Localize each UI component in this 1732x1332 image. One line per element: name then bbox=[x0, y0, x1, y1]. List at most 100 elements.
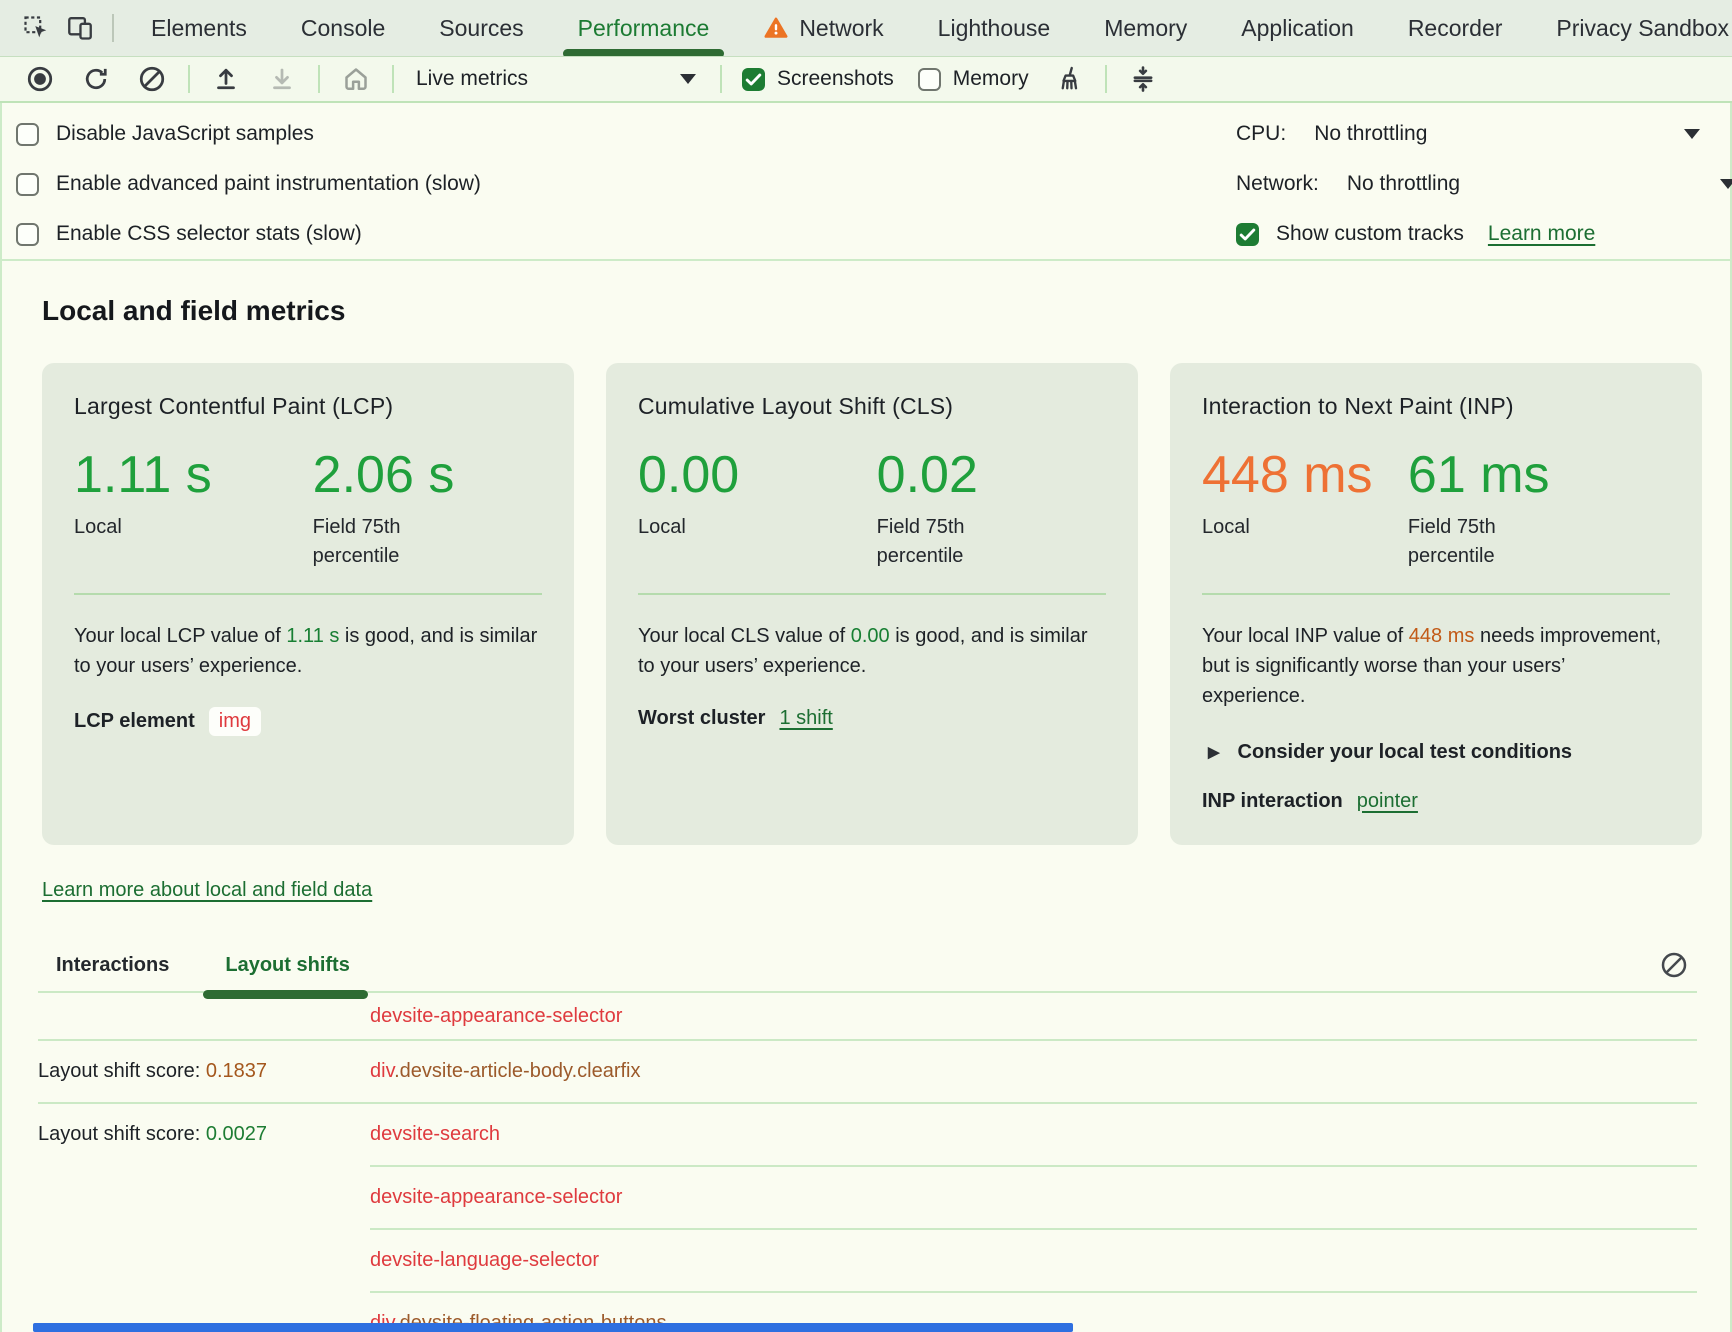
tab-privacy-sandbox[interactable]: Privacy Sandbox bbox=[1556, 14, 1730, 41]
tab-memory[interactable]: Memory bbox=[1104, 14, 1188, 41]
layout-shift-row[interactable]: devsite-language-selector bbox=[38, 1230, 1697, 1291]
inp-interaction-link[interactable]: pointer bbox=[1356, 789, 1418, 812]
clear-log-button[interactable] bbox=[1657, 948, 1691, 982]
worst-cluster-row: Worst cluster 1 shift bbox=[638, 707, 1106, 730]
cls-field-value: 0.02 bbox=[876, 446, 978, 504]
collapse-view-button[interactable] bbox=[1124, 60, 1162, 98]
reload-and-record-button[interactable] bbox=[77, 60, 115, 98]
shift-element-selector[interactable]: devsite-appearance-selector bbox=[370, 1186, 623, 1208]
advanced-paint-instrumentation-checkbox[interactable]: Enable advanced paint instrumentation (s… bbox=[16, 159, 1236, 209]
cls-description: Your local CLS value of 0.00 is good, an… bbox=[638, 624, 1088, 677]
tab-application[interactable]: Application bbox=[1241, 14, 1354, 41]
screenshots-checkbox[interactable]: Screenshots bbox=[742, 67, 894, 91]
worst-cluster-label: Worst cluster bbox=[638, 706, 766, 729]
network-throttling-select[interactable]: Network: No throttling bbox=[1236, 159, 1732, 209]
cls-local-block: 0.00 Local bbox=[638, 448, 877, 571]
tab-console[interactable]: Console bbox=[300, 14, 386, 41]
page-title: Local and field metrics bbox=[42, 295, 346, 326]
inp-field-block: 61 ms Field 75th percentile bbox=[1408, 448, 1670, 571]
css-selector-stats-checkbox[interactable]: Enable CSS selector stats (slow) bbox=[16, 209, 1236, 259]
divider bbox=[2, 259, 1730, 261]
show-custom-tracks-checkbox[interactable]: Show custom tracks bbox=[1236, 222, 1464, 246]
layout-shift-row[interactable]: Layout shift score: 0.1837 div.devsite-a… bbox=[38, 1060, 641, 1082]
circle-slash-icon bbox=[1659, 950, 1689, 980]
inspect-element-button[interactable] bbox=[18, 10, 54, 46]
inp-card-title: Interaction to Next Paint (INP) bbox=[1202, 393, 1514, 419]
broom-icon bbox=[1054, 64, 1084, 94]
learn-more-local-field-link[interactable]: Learn more about local and field data bbox=[42, 879, 373, 901]
layout-shift-row[interactable]: devsite-appearance-selector bbox=[38, 1167, 1697, 1228]
lcp-element-chip[interactable]: img bbox=[208, 706, 262, 736]
memory-checkbox[interactable]: Memory bbox=[917, 67, 1029, 91]
cls-card: Cumulative Layout Shift (CLS) 0.00 Local… bbox=[606, 363, 1138, 845]
divider bbox=[1104, 65, 1107, 93]
inp-description: Your local INP value of 448 ms needs imp… bbox=[1202, 624, 1662, 707]
tab-lighthouse[interactable]: Lighthouse bbox=[937, 14, 1051, 41]
logs-tabbar: Interactions Layout shifts bbox=[38, 952, 1697, 999]
horizontal-scrollbar-thumb[interactable] bbox=[33, 1323, 1073, 1332]
capture-settings-left: Disable JavaScript samples Enable advanc… bbox=[16, 109, 1236, 259]
divider bbox=[112, 14, 114, 42]
upload-arrow-icon bbox=[211, 64, 241, 94]
tab-sources[interactable]: Sources bbox=[439, 14, 524, 41]
lcp-element-label: LCP element bbox=[74, 709, 195, 732]
record-icon bbox=[25, 64, 55, 94]
panel-mode-select[interactable]: Live metrics bbox=[402, 57, 712, 101]
lcp-card-title: Largest Contentful Paint (LCP) bbox=[74, 393, 394, 419]
performance-toolbar: Live metrics Screenshots Memory bbox=[0, 57, 1732, 103]
divider bbox=[638, 592, 1106, 595]
shift-element-selector[interactable]: devsite-language-selector bbox=[370, 1249, 600, 1271]
download-arrow-icon bbox=[267, 64, 297, 94]
load-profile-button[interactable] bbox=[207, 60, 245, 98]
divider bbox=[370, 1165, 1697, 1167]
tab-interactions[interactable]: Interactions bbox=[56, 954, 170, 976]
tab-performance[interactable]: Performance bbox=[551, 0, 737, 56]
devtools-tabbar: Elements Console Sources Performance Net… bbox=[0, 0, 1732, 57]
checkbox-checked-icon bbox=[1236, 222, 1259, 246]
custom-tracks-learn-more-link[interactable]: Learn more bbox=[1487, 222, 1596, 245]
layout-shift-row[interactable]: Layout shift score: 0.0027 devsite-searc… bbox=[38, 1123, 501, 1145]
tab-layout-shifts[interactable]: Layout shifts bbox=[203, 954, 369, 999]
circle-slash-icon bbox=[137, 64, 167, 94]
device-toolbar-button[interactable] bbox=[62, 10, 98, 46]
clear-button[interactable] bbox=[133, 60, 171, 98]
panel-body: Disable JavaScript samples Enable advanc… bbox=[0, 103, 1732, 1332]
tab-elements[interactable]: Elements bbox=[151, 14, 247, 41]
tab-recorder[interactable]: Recorder bbox=[1407, 14, 1503, 41]
cls-inline-value: 0.00 bbox=[850, 624, 890, 647]
disable-js-samples-checkbox[interactable]: Disable JavaScript samples bbox=[16, 109, 1236, 159]
divider bbox=[74, 592, 542, 595]
shift-element-selector[interactable]: devsite-search bbox=[370, 1123, 501, 1145]
lcp-inline-value: 1.11 s bbox=[286, 624, 340, 647]
tab-network[interactable]: Network bbox=[736, 0, 910, 56]
live-metrics-home-button[interactable] bbox=[337, 60, 375, 98]
layout-shift-row[interactable]: devsite-appearance-selector bbox=[38, 993, 1697, 1039]
inp-card: Interaction to Next Paint (INP) 448 ms L… bbox=[1170, 363, 1702, 845]
shift-element-selector[interactable]: div.devsite-article-body.clearfix bbox=[370, 1060, 641, 1082]
divider bbox=[1202, 592, 1670, 595]
save-profile-button[interactable] bbox=[263, 60, 301, 98]
lcp-values: 1.11 s Local 2.06 s Field 75th percentil… bbox=[74, 448, 542, 571]
record-button[interactable] bbox=[21, 60, 59, 98]
cls-card-title: Cumulative Layout Shift (CLS) bbox=[638, 393, 954, 419]
shift-element-selector[interactable]: devsite-appearance-selector bbox=[370, 1004, 623, 1027]
metric-cards: Largest Contentful Paint (LCP) 1.11 s Lo… bbox=[42, 363, 1702, 845]
cls-local-label: Local bbox=[638, 515, 686, 538]
inp-field-value: 61 ms bbox=[1407, 446, 1550, 504]
divider bbox=[38, 1102, 1697, 1104]
inp-local-label: Local bbox=[1202, 515, 1250, 538]
inp-local-value: 448 ms bbox=[1202, 446, 1373, 504]
lcp-element-row: LCP element img bbox=[74, 706, 542, 736]
divider bbox=[370, 1228, 1697, 1230]
inp-values: 448 ms Local 61 ms Field 75th percentile bbox=[1202, 448, 1670, 571]
consider-local-conditions-expander[interactable]: ▶ Consider your local test conditions bbox=[1208, 740, 1573, 763]
worst-cluster-link[interactable]: 1 shift bbox=[779, 706, 833, 729]
cls-values: 0.00 Local 0.02 Field 75th percentile bbox=[638, 448, 1106, 571]
throttling-settings: CPU: No throttling Network: No throttlin… bbox=[1236, 109, 1732, 259]
local-field-metrics-section: Local and field metrics Largest Contentf… bbox=[2, 261, 1730, 902]
cpu-throttling-select[interactable]: CPU: No throttling bbox=[1236, 109, 1730, 159]
divider bbox=[188, 65, 190, 93]
custom-tracks-row: Show custom tracks Learn more bbox=[1236, 209, 1730, 259]
collect-garbage-button[interactable] bbox=[1050, 60, 1088, 98]
lcp-local-value: 1.11 s bbox=[74, 446, 212, 504]
